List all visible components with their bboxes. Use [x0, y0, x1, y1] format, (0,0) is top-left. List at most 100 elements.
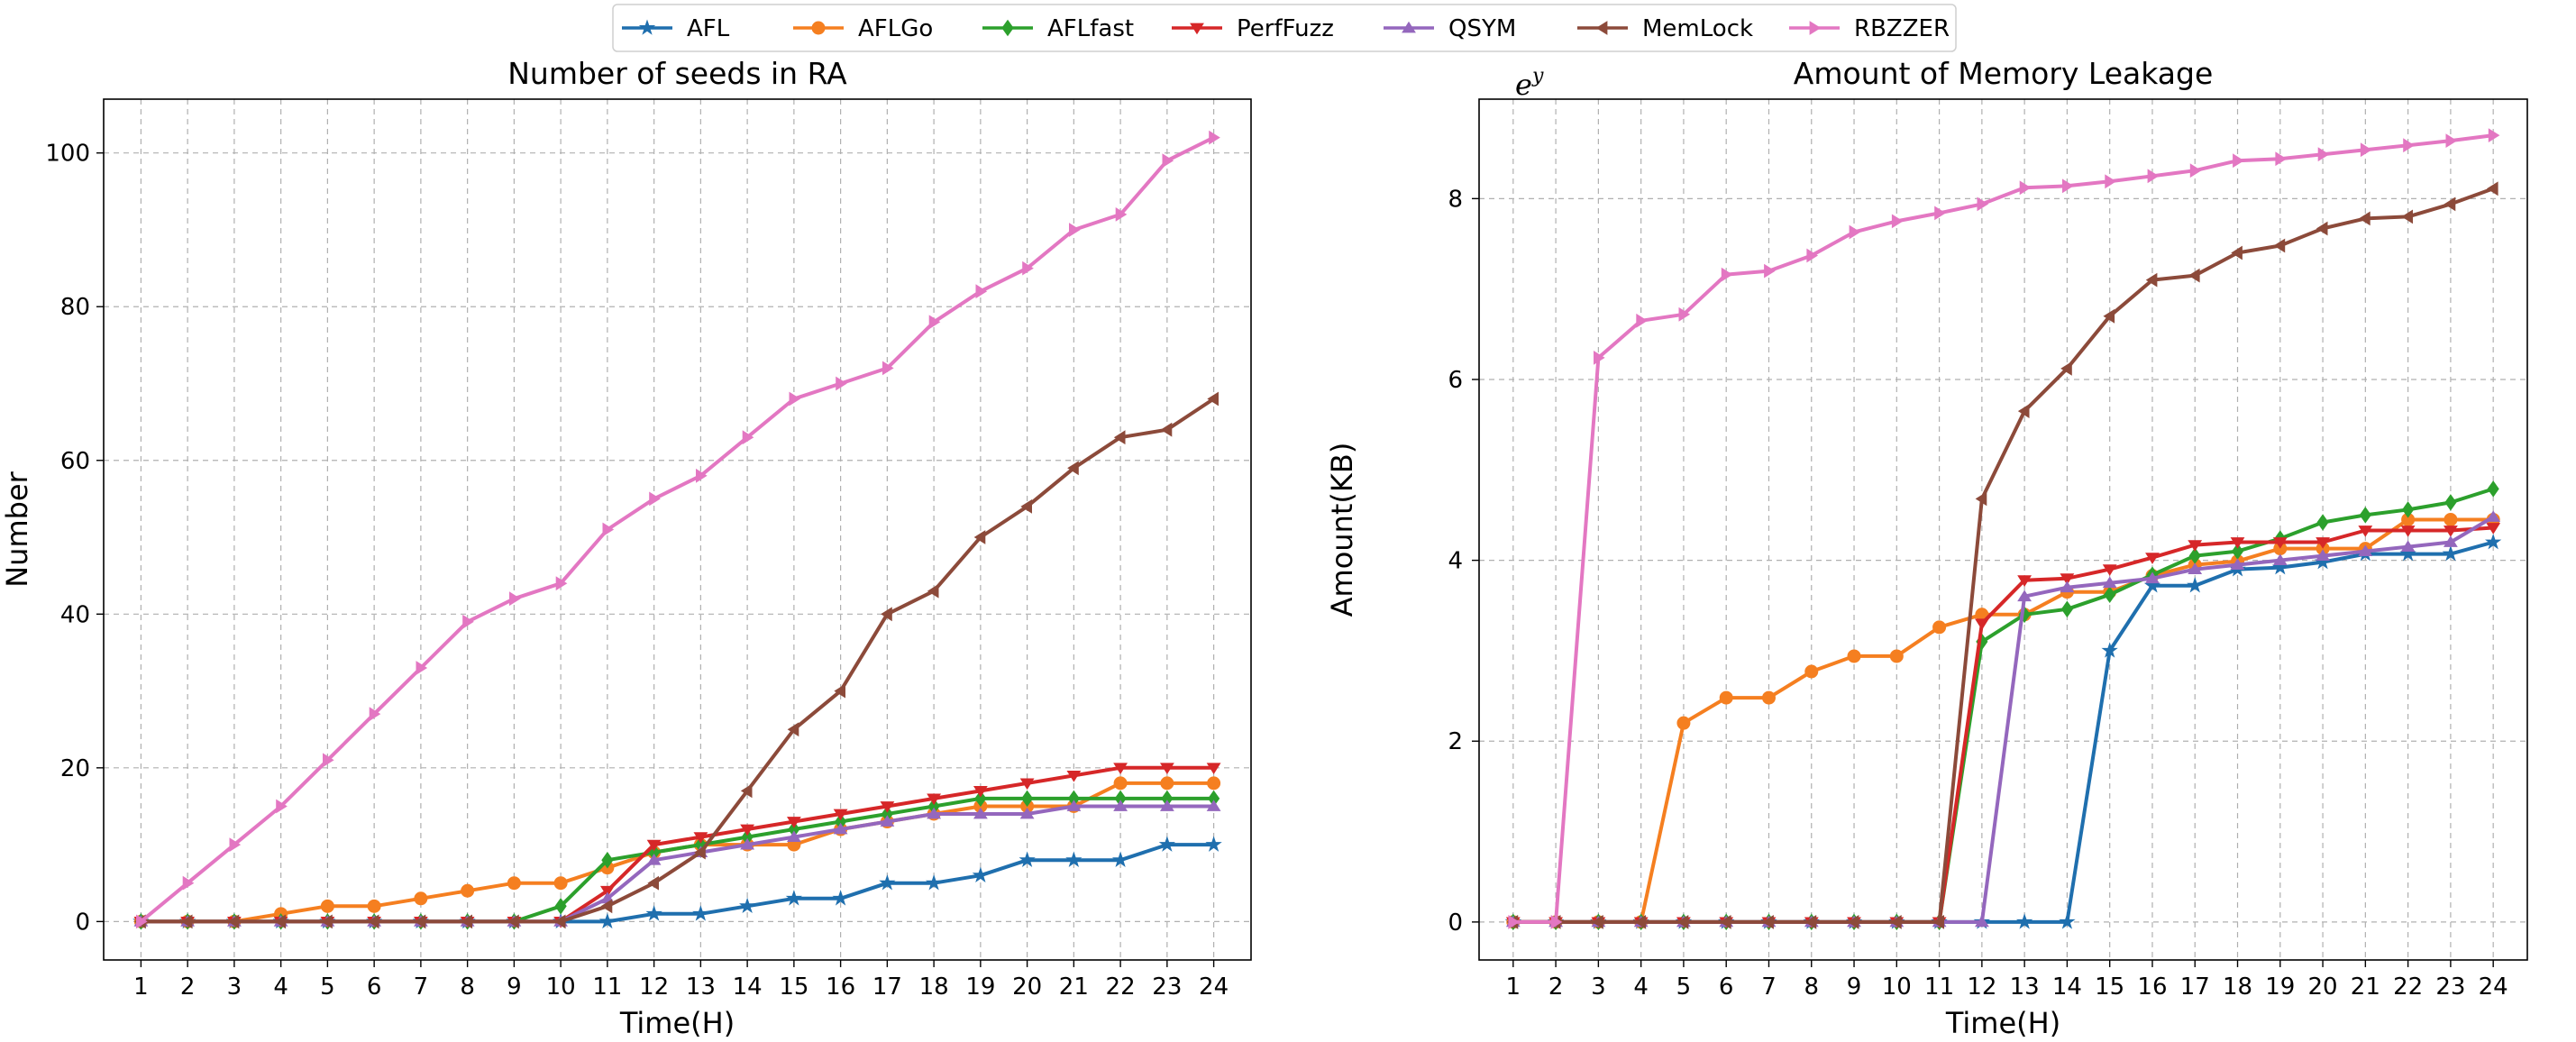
point-aflfast [554, 898, 567, 915]
x-tick-label: 9 [507, 973, 522, 1001]
point-rbzzer [462, 614, 474, 629]
legend-marker-aflfast [1001, 19, 1014, 37]
x-tick-label: 6 [1719, 973, 1734, 1001]
y-tick-label: 0 [75, 909, 90, 936]
point-afl [1158, 836, 1175, 852]
point-perffuzz [1113, 763, 1128, 775]
x-tick-label: 17 [2180, 973, 2210, 1001]
point-rbzzer [1069, 223, 1081, 237]
x-tick-label: 19 [2265, 973, 2295, 1001]
point-rbzzer [2445, 133, 2458, 149]
series-line-memlock [141, 397, 1215, 924]
chart-title: Number of seeds in RA [507, 56, 847, 91]
point-afl [832, 890, 849, 906]
point-perffuzz [1159, 763, 1174, 775]
point-rbzzer [882, 361, 894, 376]
point-aflfast [2060, 600, 2074, 618]
x-tick-label: 11 [1924, 973, 1954, 1001]
point-afl [972, 866, 989, 882]
point-aflgo [1847, 649, 1861, 663]
point-aflgo [1113, 776, 1128, 791]
legend-entry-qsym: QSYM [1384, 15, 1516, 42]
legend-marker-memlock [1595, 21, 1608, 35]
point-aflgo [1719, 690, 1733, 705]
point-qsym [2486, 510, 2501, 522]
point-qsym [2145, 571, 2160, 584]
point-aflgo [1932, 620, 1947, 635]
x-tick-label: 2 [1548, 973, 1564, 1001]
legend-label-rbzzer: RBZZER [1854, 15, 1950, 42]
axis-scale-exponent: y [1531, 65, 1544, 87]
point-rbzzer [2147, 169, 2160, 184]
x-tick-label: 18 [2223, 973, 2252, 1001]
x-tick-label: 3 [1591, 973, 1606, 1001]
point-perffuzz [2188, 540, 2203, 552]
point-rbzzer [742, 430, 754, 445]
y-tick-label: 0 [1448, 909, 1463, 937]
y-tick-label: 4 [1448, 548, 1463, 575]
x-tick-label: 6 [367, 973, 382, 1001]
point-afl [2101, 642, 2118, 658]
x-tick-label: 21 [2351, 973, 2380, 1001]
point-rbzzer [1594, 350, 1605, 365]
point-perffuzz [2358, 526, 2373, 537]
point-aflgo [320, 899, 334, 913]
series-line-aflgo [1512, 517, 2494, 924]
y-tick-label: 8 [1448, 186, 1463, 213]
point-memlock [1113, 430, 1126, 445]
point-afl [2271, 559, 2289, 575]
x-tick-label: 3 [227, 973, 242, 1001]
point-qsym [2188, 562, 2203, 574]
point-memlock [2060, 361, 2072, 376]
point-qsym [786, 830, 801, 842]
point-memlock [180, 914, 193, 929]
x-tick-label: 8 [1804, 973, 1819, 1001]
point-memlock [2231, 245, 2243, 260]
legend: AFL AFLGo AFLfast PerfFuzz QSYM MemLock RBZZER [612, 4, 1957, 52]
point-aflfast [2316, 514, 2329, 531]
x-tick-label: 7 [414, 973, 429, 1001]
point-memlock [2103, 308, 2115, 324]
point-rbzzer [2062, 178, 2074, 194]
x-tick-label: 20 [1012, 973, 1042, 1001]
point-rbzzer [1209, 130, 1220, 145]
point-perffuzz [2060, 573, 2075, 585]
point-rbzzer [928, 315, 941, 330]
point-aflgo [1761, 690, 1776, 705]
x-tick-label: 11 [592, 973, 622, 1001]
x-tick-label: 1 [133, 973, 149, 1001]
point-rbzzer [323, 753, 334, 768]
point-qsym [1206, 800, 1221, 811]
legend-frame [612, 4, 1957, 52]
point-aflfast [601, 851, 614, 869]
x-tick-label: 2 [180, 973, 196, 1001]
x-tick-label: 12 [1967, 973, 1996, 1001]
point-aflfast [2402, 501, 2415, 518]
chart-title: Amount of Memory Leakage [1794, 56, 2214, 91]
point-afl [785, 890, 802, 906]
point-rbzzer [2403, 138, 2415, 153]
point-rbzzer [1508, 914, 1521, 929]
series-memlock [134, 391, 1219, 929]
point-rbzzer [649, 491, 661, 507]
point-rbzzer [2019, 180, 2032, 196]
point-afl [2484, 533, 2502, 550]
x-tick-label: 10 [546, 973, 576, 1001]
point-afl [879, 874, 896, 891]
point-qsym [1159, 800, 1174, 811]
x-tick-label: 14 [733, 973, 763, 1001]
point-qsym [740, 837, 755, 850]
legend-label-perffuzz: PerfFuzz [1237, 15, 1334, 42]
x-tick-label: 16 [826, 973, 855, 1001]
x-tick-label: 5 [1676, 973, 1692, 1001]
point-aflgo [461, 883, 475, 898]
point-afl [2442, 544, 2460, 562]
point-afl [692, 905, 709, 921]
point-perffuzz [927, 793, 942, 806]
axes-frame [103, 98, 1252, 961]
x-tick-label: 20 [2308, 973, 2338, 1001]
point-perffuzz [880, 801, 895, 813]
point-rbzzer [2105, 174, 2116, 189]
point-perffuzz [1066, 771, 1082, 782]
point-memlock [461, 914, 472, 929]
